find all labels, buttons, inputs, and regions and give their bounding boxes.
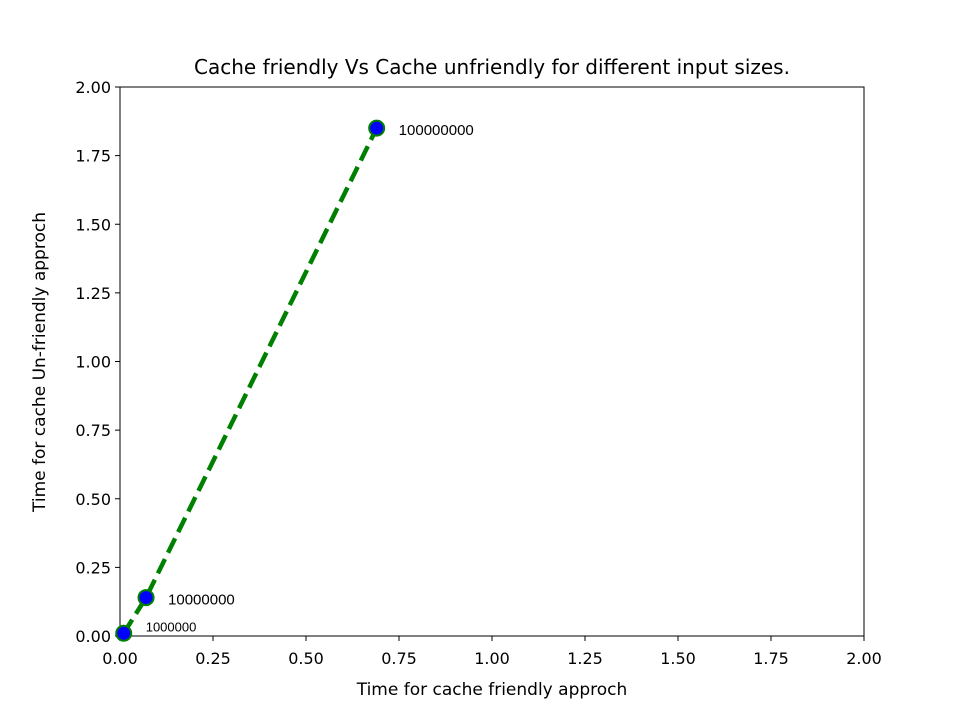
y-tick-label: 0.25: [75, 558, 111, 577]
data-point: [137, 589, 155, 607]
plot-area: 0.00 0.25 0.50 0.75 1.00 1.25 1.50 1.75 2.00 0.00…: [75, 78, 881, 668]
x-tick-label: 1.00: [474, 649, 510, 668]
y-tick-label: 1.75: [75, 147, 111, 166]
x-tick-label: 1.25: [567, 649, 603, 668]
y-axis-label: Time for cache Un-friendly approch: [30, 212, 50, 513]
x-tick-label: 0.25: [195, 649, 231, 668]
y-tick-label: 0.75: [75, 421, 111, 440]
x-tick-label: 1.75: [753, 649, 789, 668]
chart-title: Cache friendly Vs Cache unfriendly for d…: [194, 55, 790, 79]
y-tick-label: 1.25: [75, 284, 111, 303]
data-label: 100000000: [399, 122, 474, 139]
data-label: 1000000: [146, 619, 197, 634]
data-label: 10000000: [168, 592, 235, 609]
y-tick-label: 2.00: [75, 78, 111, 97]
y-tick-label: 1.50: [75, 215, 111, 234]
x-tick-label: 1.50: [660, 649, 696, 668]
x-tick-label: 0.00: [102, 649, 138, 668]
x-tick-label: 0.75: [381, 649, 417, 668]
data-point: [115, 624, 133, 642]
y-tick-label: 0.00: [75, 627, 111, 646]
series-line: [121, 127, 379, 635]
x-axis-label: Time for cache friendly approch: [356, 680, 628, 700]
plot-frame: [119, 86, 865, 637]
y-tick-label: 0.50: [75, 490, 111, 509]
x-tick-label: 0.50: [288, 649, 324, 668]
x-tick-label: 2.00: [846, 649, 882, 668]
y-tick-label: 1.00: [75, 353, 111, 372]
data-point: [368, 119, 386, 137]
